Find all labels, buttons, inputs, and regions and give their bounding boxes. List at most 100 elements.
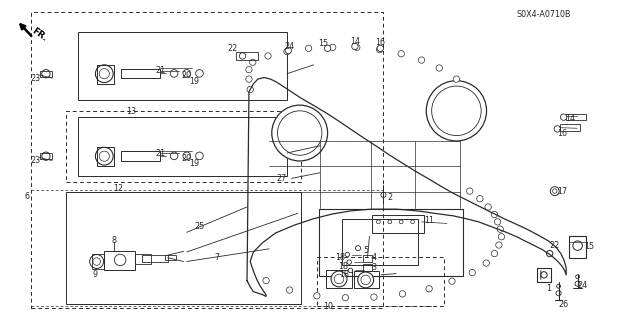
- Text: 15: 15: [584, 242, 594, 251]
- Text: 6: 6: [24, 192, 29, 201]
- Text: 14: 14: [350, 36, 360, 45]
- Text: 16: 16: [375, 38, 385, 47]
- Circle shape: [436, 65, 442, 71]
- Text: 21: 21: [155, 66, 165, 75]
- Circle shape: [573, 241, 582, 251]
- Text: FR.: FR.: [30, 26, 49, 43]
- Circle shape: [99, 151, 109, 161]
- Circle shape: [170, 69, 178, 77]
- Circle shape: [278, 111, 322, 155]
- Circle shape: [376, 46, 383, 53]
- Circle shape: [361, 275, 371, 285]
- Circle shape: [426, 81, 486, 141]
- Circle shape: [575, 281, 580, 286]
- Text: 22: 22: [550, 241, 560, 250]
- Circle shape: [483, 260, 490, 266]
- Text: 4: 4: [371, 253, 376, 262]
- Text: 20: 20: [182, 154, 192, 163]
- Bar: [326, 270, 352, 288]
- Circle shape: [272, 105, 328, 161]
- Text: 15: 15: [318, 39, 328, 48]
- Text: 24: 24: [577, 281, 588, 290]
- Circle shape: [342, 294, 349, 301]
- Text: 2: 2: [387, 193, 392, 202]
- Text: 13: 13: [126, 107, 136, 116]
- Circle shape: [246, 76, 252, 82]
- Bar: [121, 69, 160, 78]
- Circle shape: [305, 45, 312, 52]
- Circle shape: [99, 69, 109, 79]
- Circle shape: [497, 226, 503, 232]
- Bar: [566, 114, 586, 120]
- Circle shape: [496, 242, 502, 248]
- Bar: [66, 192, 301, 304]
- Circle shape: [345, 252, 349, 257]
- Circle shape: [576, 275, 579, 279]
- Text: 20: 20: [182, 71, 192, 80]
- Circle shape: [381, 192, 386, 197]
- Bar: [121, 151, 160, 161]
- Circle shape: [196, 152, 204, 160]
- Circle shape: [377, 45, 383, 52]
- Circle shape: [95, 147, 113, 165]
- Circle shape: [399, 291, 406, 297]
- Circle shape: [541, 272, 547, 278]
- Bar: [97, 65, 115, 84]
- Circle shape: [183, 69, 191, 77]
- Text: 10: 10: [323, 302, 333, 311]
- Text: 24: 24: [285, 42, 294, 51]
- Circle shape: [354, 44, 360, 51]
- Bar: [40, 153, 52, 159]
- Circle shape: [90, 254, 104, 268]
- Circle shape: [399, 220, 403, 224]
- Bar: [66, 111, 301, 182]
- Text: 19: 19: [189, 77, 200, 86]
- Circle shape: [556, 291, 561, 296]
- Circle shape: [196, 69, 204, 77]
- Circle shape: [347, 260, 351, 264]
- Circle shape: [115, 254, 126, 266]
- Circle shape: [314, 292, 320, 299]
- Circle shape: [42, 69, 50, 78]
- Text: 23: 23: [31, 156, 41, 165]
- Circle shape: [426, 286, 432, 292]
- Text: 23: 23: [31, 74, 41, 83]
- Text: 21: 21: [155, 148, 165, 157]
- Bar: [317, 257, 444, 306]
- Circle shape: [499, 234, 504, 240]
- Circle shape: [453, 76, 460, 82]
- Text: 1: 1: [546, 284, 551, 293]
- Circle shape: [246, 67, 252, 73]
- Circle shape: [398, 51, 404, 57]
- Text: 9: 9: [93, 270, 98, 279]
- Bar: [104, 252, 135, 270]
- Bar: [354, 271, 379, 288]
- Bar: [164, 254, 176, 260]
- Circle shape: [265, 53, 271, 59]
- Circle shape: [331, 271, 347, 287]
- Circle shape: [348, 268, 353, 273]
- Text: 8: 8: [111, 236, 116, 245]
- Circle shape: [492, 212, 498, 218]
- Text: 16: 16: [557, 129, 567, 138]
- Circle shape: [554, 126, 561, 132]
- Bar: [569, 236, 586, 258]
- Circle shape: [95, 65, 113, 83]
- Circle shape: [285, 47, 291, 54]
- Text: 27: 27: [277, 174, 287, 183]
- Bar: [40, 70, 52, 77]
- Bar: [97, 147, 115, 166]
- Circle shape: [467, 188, 473, 194]
- Circle shape: [371, 294, 377, 300]
- Text: 11: 11: [424, 216, 434, 225]
- Text: 22: 22: [227, 44, 237, 53]
- Text: 7: 7: [214, 253, 220, 262]
- Circle shape: [352, 43, 358, 50]
- Bar: [319, 209, 463, 276]
- Bar: [363, 264, 372, 271]
- Bar: [31, 12, 383, 308]
- Circle shape: [477, 196, 483, 202]
- Circle shape: [284, 48, 290, 55]
- Circle shape: [376, 220, 380, 224]
- Circle shape: [183, 152, 191, 160]
